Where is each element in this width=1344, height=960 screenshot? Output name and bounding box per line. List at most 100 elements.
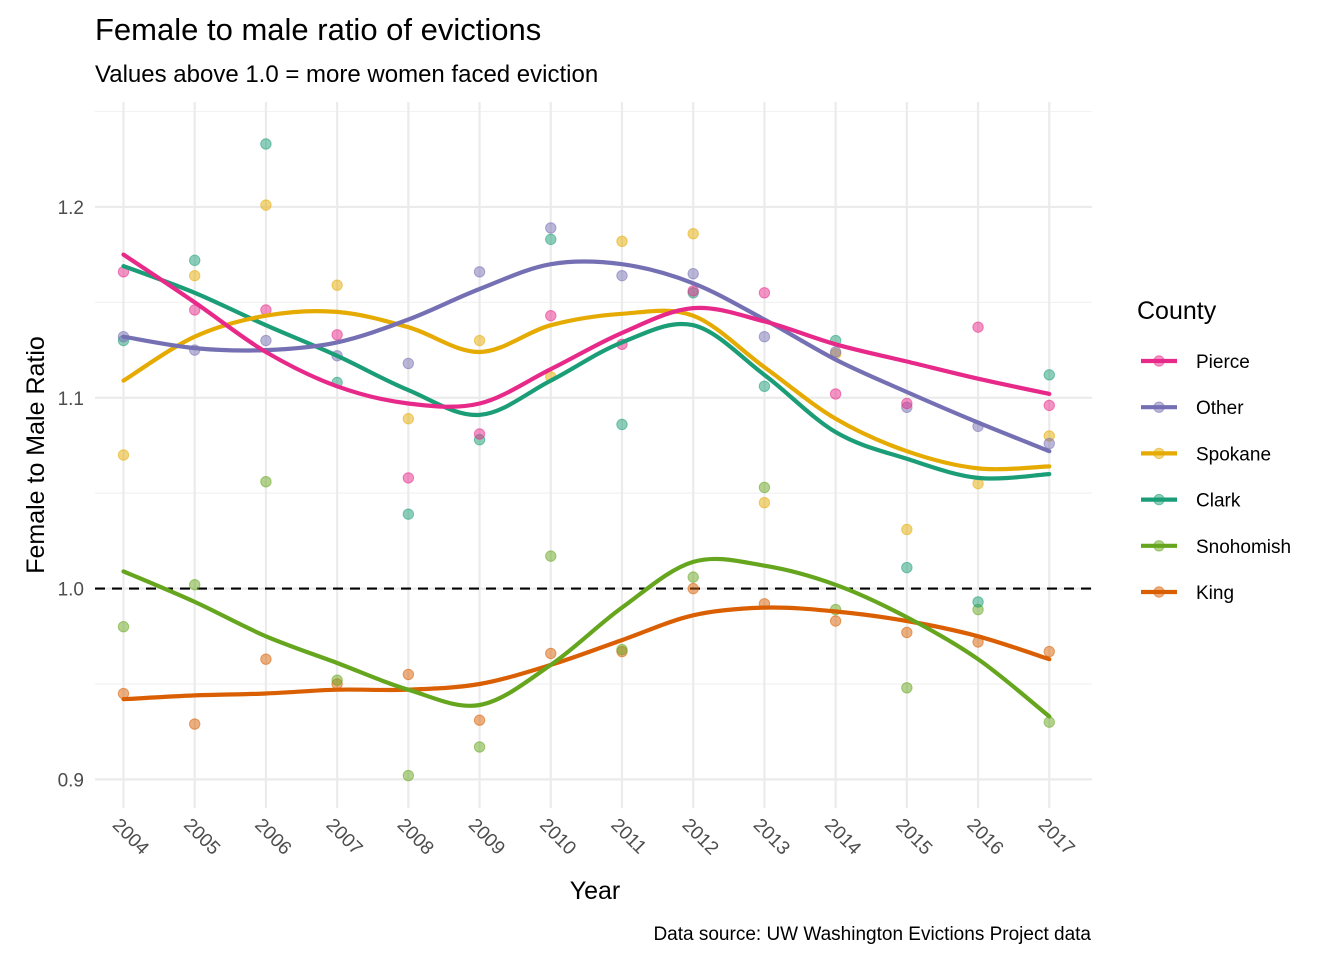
x-tick-label: 2011 [606,815,650,859]
data-point-king [473,714,486,726]
major-gridlines [95,102,1092,808]
data-point-clark [402,508,415,520]
data-point-spokane [260,199,272,211]
x-axis-tick-labels: 2004 2005 2006 2007 2008 2009 2010 2011 2012 2013… [108,815,1079,860]
series-line-king [121,605,1052,702]
data-point-other [260,334,272,347]
series-line-snohomish [121,556,1052,719]
data-point-king [687,582,699,595]
legend-label-spokane: Spokane [1196,444,1271,465]
x-tick-label: 2010 [535,815,580,860]
chart-title: Female to male ratio of evictions [95,12,541,47]
y-tick-label: 1.1 [58,389,84,410]
data-point-snohomish [402,769,415,782]
data-point-spokane [473,334,486,347]
y-tick-label: 0.9 [58,770,84,791]
legend-label-other: Other [1196,398,1244,419]
data-point-snohomish [473,741,486,753]
data-point-other [402,357,415,370]
data-point-other [758,330,771,343]
data-point-spokane [402,413,415,425]
legend-key-point-pierce [1153,355,1165,367]
legend-key-point-king [1153,586,1165,598]
minor-gridlines [95,110,1092,685]
series-line-other [121,259,1052,454]
y-axis-title: Female to Male Ratio [22,336,50,574]
legend-label-king: King [1196,583,1234,604]
x-tick-label: 2015 [891,815,936,860]
data-point-spokane [758,497,771,509]
x-tick-label: 2007 [322,815,367,860]
data-point-snohomish [260,476,272,488]
series-line-clark [121,264,1052,481]
x-tick-label: 2012 [678,815,723,860]
y-axis-tick-labels: 0.9 1.0 1.1 1.2 [58,198,84,791]
data-point-spokane [901,523,913,536]
data-point-other [545,222,557,234]
data-point-other [473,266,486,278]
legend-label-snohomish: Snohomish [1196,537,1291,558]
data-point-snohomish [687,571,699,583]
data-point-clark [972,596,984,608]
data-point-pierce [687,285,699,297]
data-point-spokane [331,279,343,291]
data-point-other [829,346,842,358]
legend: County Pierce Other Spokane Clark Snohomish K… [1137,297,1291,604]
x-tick-label: 2009 [464,815,509,860]
x-tick-label: 2017 [1034,815,1079,860]
data-point-pierce [758,287,771,299]
x-tick-label: 2005 [179,815,224,860]
data-point-snohomish [117,621,130,633]
x-tick-label: 2013 [749,815,794,860]
data-point-king [545,647,557,660]
legend-title: County [1137,297,1217,325]
data-point-other [616,269,628,282]
data-point-pierce [901,397,913,410]
data-point-pierce [1043,399,1055,412]
data-point-snohomish [189,579,201,591]
data-point-clark [1043,369,1055,381]
data-point-spokane [687,227,699,240]
data-point-other [1043,437,1055,450]
data-point-king [901,626,913,639]
data-point-clark [616,418,628,431]
data-point-king [1043,645,1055,658]
series-line-pierce [121,252,1052,409]
smooth-lines [121,252,1052,719]
data-point-king [189,718,201,730]
data-point-spokane [616,235,628,247]
x-axis-title: Year [570,877,621,905]
data-point-king [829,615,842,627]
y-tick-label: 1.0 [58,580,84,601]
data-point-clark [260,138,272,150]
x-tick-label: 2004 [108,815,153,860]
data-point-clark [758,380,771,393]
data-point-pierce [829,388,842,400]
data-point-snohomish [901,682,913,694]
data-point-king [402,668,415,681]
legend-key-point-clark [1153,493,1165,506]
data-point-clark [545,233,557,246]
data-point-snohomish [758,481,771,494]
data-point-pierce [545,310,557,322]
data-point-other [687,268,699,280]
chart-caption: Data source: UW Washington Evictions Pro… [653,924,1091,945]
legend-key-point-spokane [1153,447,1165,460]
data-point-pierce [402,472,415,484]
x-tick-label: 2006 [250,815,295,860]
data-point-clark [189,254,201,267]
data-point-spokane [189,269,201,282]
x-tick-label: 2014 [820,815,865,860]
x-tick-label: 2016 [963,815,1008,860]
y-tick-label: 1.2 [58,198,84,219]
data-point-clark [901,561,913,574]
data-point-spokane [117,449,130,461]
data-point-pierce [972,321,984,333]
legend-key-point-snohomish [1153,540,1165,552]
data-point-snohomish [545,550,557,562]
data-point-pierce [331,329,343,341]
legend-label-pierce: Pierce [1196,352,1250,373]
x-tick-label: 2008 [393,815,438,860]
data-point-king [260,653,272,665]
